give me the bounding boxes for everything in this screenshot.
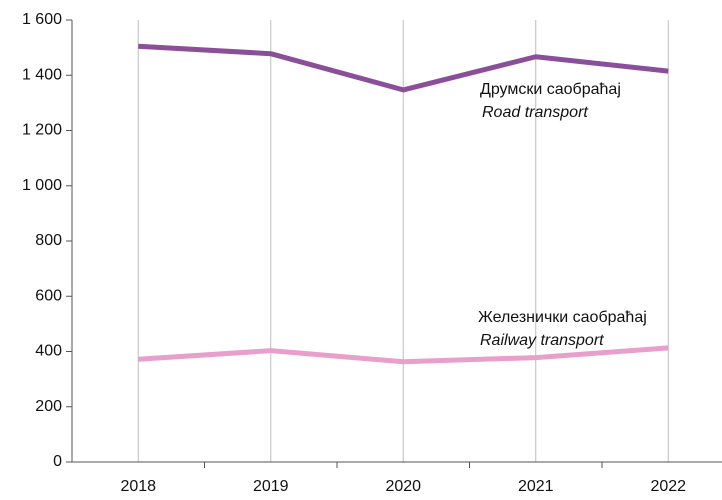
y-tick-label: 800 — [35, 232, 62, 249]
y-tick-label: 1 200 — [22, 122, 62, 139]
y-tick-label: 1 400 — [22, 66, 62, 83]
x-tick-label: 2020 — [385, 478, 421, 495]
series-label-en: Road transport — [482, 104, 588, 121]
y-tick-label: 400 — [35, 343, 62, 360]
series-label: Железнички саобраћај — [478, 309, 647, 326]
series-label-en: Railway transport — [480, 332, 604, 349]
x-tick-label: 2019 — [253, 478, 289, 495]
y-tick-label: 0 — [53, 453, 62, 470]
x-tick-label: 2021 — [518, 478, 554, 495]
y-tick-label: 600 — [35, 287, 62, 304]
x-tick-label: 2018 — [120, 478, 156, 495]
x-tick-label: 2022 — [650, 478, 686, 495]
series-line — [138, 43, 669, 93]
y-tick-label: 200 — [35, 398, 62, 415]
series-label: Друмски саобраћај — [480, 81, 621, 98]
y-tick-label: 1 600 — [22, 11, 62, 28]
y-tick-label: 1 000 — [22, 177, 62, 194]
series-line — [138, 345, 669, 365]
